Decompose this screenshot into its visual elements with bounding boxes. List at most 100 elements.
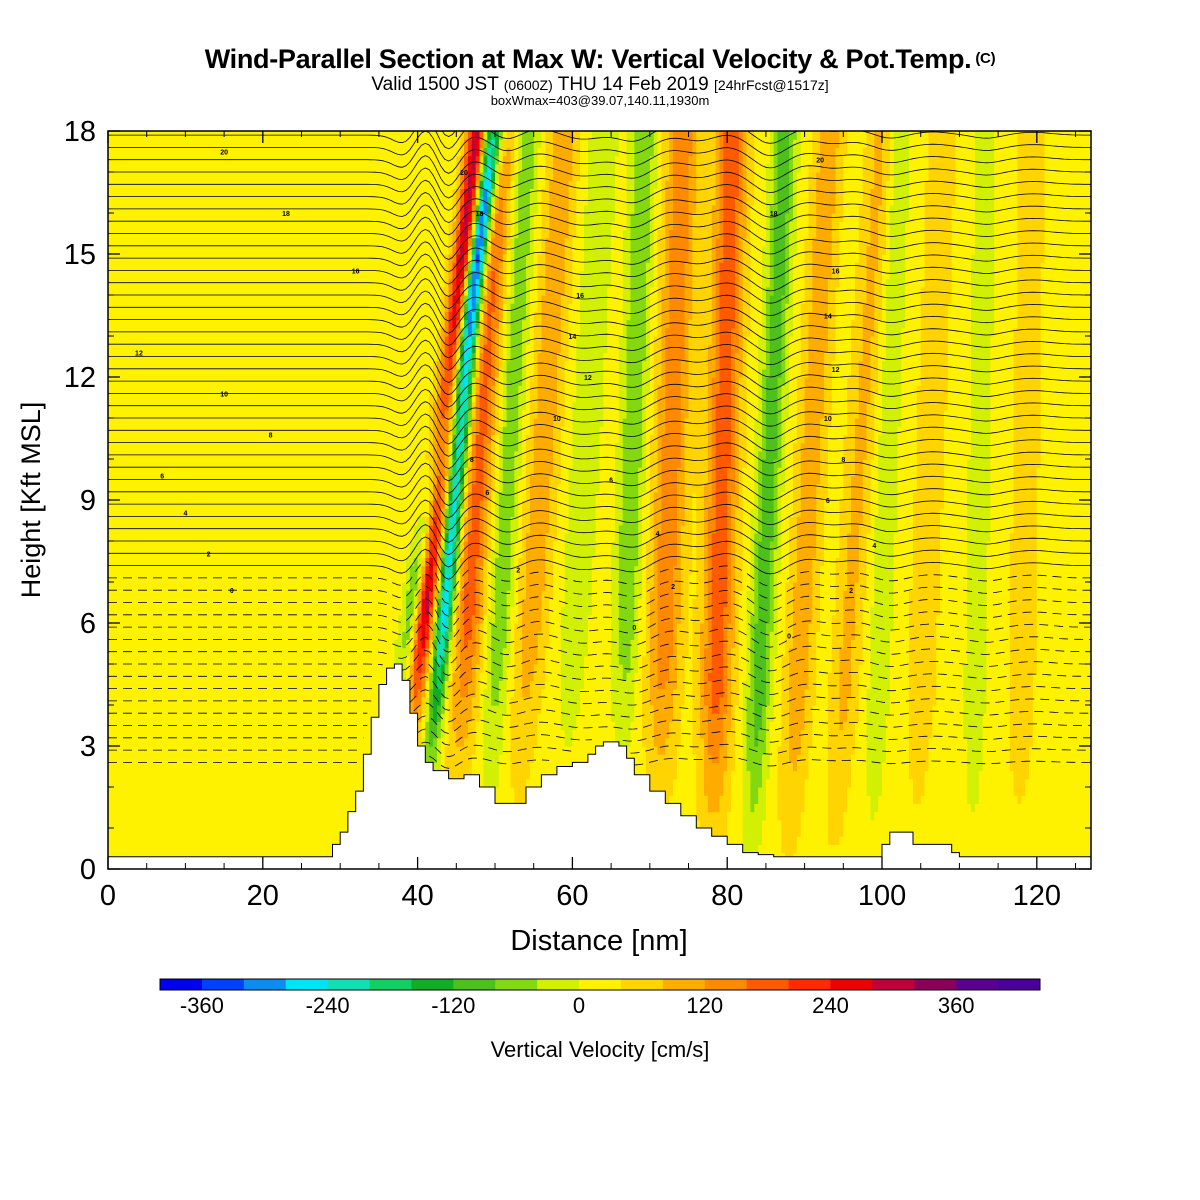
velocity-cell <box>777 590 786 599</box>
velocity-cell <box>909 713 933 722</box>
velocity-cell <box>580 327 608 337</box>
velocity-cell <box>773 245 786 255</box>
velocity-cell <box>692 262 713 271</box>
velocity-cell <box>518 409 523 419</box>
velocity-cell <box>479 647 484 657</box>
velocity-cell <box>816 672 829 681</box>
velocity-cell <box>723 672 728 681</box>
velocity-cell <box>971 450 991 460</box>
velocity-cell <box>495 336 500 345</box>
velocity-cell <box>495 229 504 239</box>
velocity-cell <box>657 278 666 288</box>
velocity-cell <box>727 467 736 476</box>
velocity-cell <box>1009 606 1038 616</box>
velocity-cell <box>696 762 705 772</box>
velocity-cell <box>510 623 515 632</box>
velocity-cell <box>719 754 728 763</box>
velocity-cell <box>680 385 690 394</box>
velocity-cell <box>878 344 887 353</box>
velocity-cell <box>854 737 868 747</box>
velocity-cell <box>707 672 724 681</box>
velocity-cell <box>789 705 806 714</box>
velocity-cell <box>661 286 670 296</box>
velocity-cell <box>727 508 732 517</box>
velocity-cell <box>440 573 446 583</box>
velocity-cell <box>734 705 744 714</box>
velocity-cell <box>823 377 833 386</box>
velocity-cell <box>522 319 531 329</box>
velocity-cell <box>773 491 779 501</box>
velocity-cell <box>793 270 806 280</box>
velocity-cell <box>108 213 454 222</box>
velocity-cell <box>108 483 430 493</box>
velocity-cell <box>669 303 686 312</box>
velocity-cell <box>707 368 717 378</box>
velocity-cell <box>700 664 705 673</box>
velocity-cell <box>665 278 670 288</box>
velocity-cell <box>568 516 597 526</box>
velocity-cell <box>781 737 790 747</box>
velocity-cell <box>750 295 763 304</box>
velocity-cell <box>793 475 802 485</box>
velocity-cell <box>734 385 740 394</box>
velocity-cell <box>951 237 976 247</box>
velocity-cell <box>800 729 813 739</box>
velocity-cell <box>711 221 721 230</box>
velocity-cell <box>417 565 423 575</box>
velocity-cell <box>444 631 450 640</box>
velocity-cell <box>479 295 484 304</box>
velocity-cell <box>649 598 659 608</box>
velocity-cell <box>518 204 531 214</box>
velocity-cell <box>866 434 875 444</box>
velocity-cell <box>533 368 539 378</box>
velocity-cell <box>800 491 817 501</box>
velocity-cell <box>560 434 574 444</box>
velocity-cell <box>471 229 477 239</box>
velocity-cell <box>754 688 767 698</box>
velocity-cell <box>413 590 419 599</box>
velocity-cell <box>719 705 728 714</box>
velocity-cell <box>630 655 639 665</box>
velocity-cell <box>703 770 724 780</box>
velocity-cell <box>498 319 504 329</box>
velocity-cell <box>746 336 759 345</box>
velocity-cell <box>452 541 457 550</box>
velocity-cell <box>851 336 864 345</box>
velocity-cell <box>688 401 709 411</box>
velocity-cell <box>460 541 465 550</box>
velocity-cell <box>568 336 577 345</box>
velocity-cell <box>533 434 554 444</box>
velocity-cell <box>483 729 504 739</box>
velocity-cell <box>553 549 566 558</box>
velocity-cell <box>433 483 438 493</box>
velocity-cell <box>448 582 454 591</box>
velocity-cell <box>673 565 682 575</box>
velocity-cell <box>568 483 601 493</box>
velocity-cell <box>738 401 748 411</box>
velocity-cell <box>889 245 906 255</box>
velocity-cell <box>820 450 829 460</box>
velocity-cell <box>638 467 647 476</box>
velocity-cell <box>727 491 732 501</box>
velocity-cell <box>568 467 601 476</box>
velocity-cell <box>862 459 872 468</box>
velocity-cell <box>456 442 465 452</box>
velocity-cell <box>920 336 949 345</box>
velocity-cell <box>777 746 790 755</box>
velocity-cell <box>769 762 779 772</box>
velocity-cell <box>529 409 539 419</box>
velocity-cell <box>444 532 450 542</box>
velocity-cell <box>502 409 508 419</box>
velocity-cell <box>758 336 767 345</box>
velocity-cell <box>522 598 543 608</box>
velocity-cell <box>436 426 450 435</box>
velocity-cell <box>483 434 492 444</box>
velocity-cell <box>734 278 740 288</box>
velocity-cell <box>703 762 728 772</box>
velocity-cell <box>603 368 620 378</box>
velocity-cell <box>742 762 748 772</box>
velocity-cell <box>885 746 910 755</box>
velocity-cell <box>634 680 643 690</box>
velocity-cell <box>456 237 461 247</box>
velocity-cell <box>734 516 744 526</box>
